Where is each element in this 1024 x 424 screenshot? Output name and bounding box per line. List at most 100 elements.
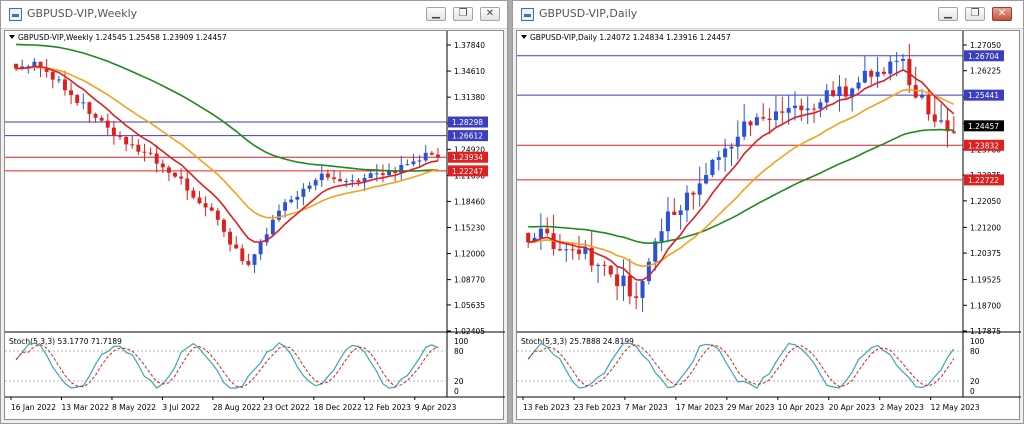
candle-body[interactable] [691,192,696,195]
restore-button[interactable]: ❐ [453,7,473,21]
candle-body[interactable] [14,63,19,69]
candle-body[interactable] [602,264,607,266]
candle-body[interactable] [350,180,355,182]
candle-body[interactable] [678,210,683,215]
candle-body[interactable] [951,131,956,133]
candle-body[interactable] [246,261,251,265]
candle-body[interactable] [380,173,385,175]
candle-body[interactable] [111,127,116,136]
candle-body[interactable] [338,179,343,182]
candle-body[interactable] [939,120,944,122]
candle-body[interactable] [399,164,404,173]
candle-body[interactable] [44,67,49,72]
candle-body[interactable] [716,157,721,160]
candle-body[interactable] [142,151,147,153]
candle-body[interactable] [818,102,823,109]
candle-body[interactable] [118,135,122,137]
candle-body[interactable] [264,234,269,243]
candle-body[interactable] [729,146,734,149]
candle-body[interactable] [124,136,129,145]
candle-body[interactable] [387,170,391,175]
candle-body[interactable] [805,108,810,111]
candle-body[interactable] [56,79,61,81]
close-button[interactable]: ✕ [992,7,1012,21]
candle-body[interactable] [723,148,728,158]
candle-body[interactable] [697,183,702,195]
candle-body[interactable] [26,66,31,68]
candle-body[interactable] [332,177,336,180]
candle-body[interactable] [81,102,86,104]
candle-body[interactable] [221,219,226,232]
candle-body[interactable] [761,117,766,119]
candle-body[interactable] [173,172,177,177]
candle-body[interactable] [93,113,98,118]
candle-body[interactable] [325,173,330,178]
candle-body[interactable] [295,196,300,200]
candle-body[interactable] [894,60,899,62]
candle-body[interactable] [368,173,373,178]
candle-body[interactable] [881,71,886,74]
candle-body[interactable] [538,228,543,238]
candle-body[interactable] [148,152,153,154]
candle-body[interactable] [87,102,92,114]
candle-body[interactable] [850,88,855,97]
candle-body[interactable] [900,58,906,61]
chart-canvas[interactable]: 1.378401.346101.313801.281501.249201.216… [4,30,505,420]
candle-body[interactable] [754,117,759,126]
candle-body[interactable] [209,207,214,211]
candle-body[interactable] [926,94,931,115]
candle-body[interactable] [627,275,632,297]
candle-body[interactable] [313,180,318,186]
candle-body[interactable] [589,247,594,266]
candle-body[interactable] [837,86,842,97]
candle-body[interactable] [780,111,785,113]
restore-button[interactable]: ❐ [965,7,985,21]
candle-body[interactable] [767,118,772,121]
candle-body[interactable] [945,120,950,132]
candle-body[interactable] [704,175,709,184]
candle-body[interactable] [63,79,67,91]
candle-body[interactable] [653,241,658,262]
candle-body[interactable] [75,95,80,103]
candle-body[interactable] [608,265,613,275]
candle-body[interactable] [831,90,836,97]
candle-body[interactable] [526,232,531,243]
candle-body[interactable] [843,86,848,97]
candle-body[interactable] [557,249,562,251]
candle-body[interactable] [136,144,141,152]
candle-body[interactable] [258,242,263,255]
candle-body[interactable] [234,244,239,249]
candle-body[interactable] [799,105,804,111]
candle-body[interactable] [417,160,422,162]
candle-body[interactable] [405,164,410,166]
candle-body[interactable] [545,228,550,234]
candle-body[interactable] [301,188,306,197]
candle-body[interactable] [672,211,677,215]
candle-body[interactable] [913,85,918,98]
chart-window-weekly[interactable]: GBPUSD-VIP,Weekly ▁ ❐ ✕ 1.37840 1.34610 1.… [0,0,508,424]
candle-body[interactable] [32,61,37,67]
dropdown-triangle-icon[interactable] [521,35,527,39]
chart-window-daily[interactable]: GBPUSD-VIP,Daily ▁ ❐ ✕ 1.27050 1.26225 1.2… [512,0,1024,424]
candle-body[interactable] [362,177,367,182]
candle-body[interactable] [228,231,233,245]
candle-body[interactable] [786,108,791,113]
candle-body[interactable] [615,274,620,287]
candle-body[interactable] [344,181,349,183]
candle-body[interactable] [583,247,588,254]
candle-body[interactable] [166,167,171,173]
candle-body[interactable] [289,199,294,203]
candle-body[interactable] [179,176,184,179]
candle-body[interactable] [423,152,428,161]
candle-body[interactable] [203,203,208,208]
candle-body[interactable] [374,173,379,175]
candle-body[interactable] [576,249,582,254]
minimize-button[interactable]: ▁ [426,7,446,21]
candle-body[interactable] [634,296,639,298]
candle-body[interactable] [277,210,281,220]
candle-body[interactable] [735,136,740,147]
candle-body[interactable] [532,237,537,243]
candle-body[interactable] [792,105,798,109]
candle-body[interactable] [252,254,257,265]
candle-body[interactable] [888,61,893,74]
